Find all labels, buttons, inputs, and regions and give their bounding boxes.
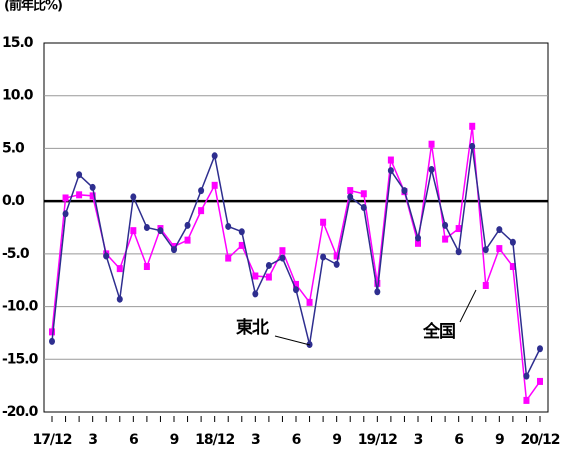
point xyxy=(374,288,381,296)
point xyxy=(428,140,435,148)
point xyxy=(496,245,503,253)
point xyxy=(157,227,164,235)
point xyxy=(387,156,394,164)
point xyxy=(238,228,245,236)
point xyxy=(523,372,530,380)
x-tick-label: 3 xyxy=(414,432,423,448)
point xyxy=(76,191,83,199)
point xyxy=(62,210,69,218)
point xyxy=(469,122,476,130)
point xyxy=(442,235,449,243)
point xyxy=(130,227,137,235)
point xyxy=(211,181,218,189)
x-tick-label: 19/12 xyxy=(358,432,397,448)
y-tick-label: 15.0 xyxy=(2,35,34,51)
point xyxy=(89,183,96,191)
point xyxy=(103,252,110,260)
point xyxy=(320,253,327,261)
point xyxy=(523,396,530,404)
y-tick-label: 10.0 xyxy=(2,88,34,104)
point xyxy=(482,281,489,289)
point xyxy=(252,272,259,280)
series-annotation: 東北 xyxy=(236,317,269,338)
point xyxy=(89,192,96,200)
x-tick-label: 18/12 xyxy=(195,432,234,448)
point xyxy=(387,167,394,175)
x-tick-label: 9 xyxy=(332,432,341,448)
leader-line xyxy=(459,289,477,323)
point xyxy=(347,187,354,195)
point xyxy=(401,187,408,195)
x-tick-label: 3 xyxy=(251,432,260,448)
point xyxy=(360,190,367,198)
point xyxy=(130,193,137,201)
x-tick-label: 6 xyxy=(454,432,463,448)
point xyxy=(347,193,354,201)
plot-frame xyxy=(43,42,549,413)
y-tick-label: 0.0 xyxy=(2,193,25,209)
point xyxy=(225,254,232,262)
y-tick-label: -5.0 xyxy=(2,246,30,262)
point xyxy=(320,218,327,226)
point xyxy=(455,248,462,256)
point xyxy=(428,166,435,174)
point xyxy=(184,236,191,244)
x-tick-label: 9 xyxy=(495,432,504,448)
point xyxy=(62,194,69,202)
unit-label: (前年比%) xyxy=(4,0,62,14)
point xyxy=(333,252,340,260)
point xyxy=(306,298,313,306)
point xyxy=(482,246,489,254)
point xyxy=(333,260,340,268)
point xyxy=(252,290,259,298)
point xyxy=(238,241,245,249)
point xyxy=(509,238,516,246)
x-tick-label: 6 xyxy=(129,432,138,448)
point xyxy=(279,247,286,255)
y-tick-label: 5.0 xyxy=(2,140,25,156)
y-tick-label: -10.0 xyxy=(2,299,39,315)
point xyxy=(265,273,272,281)
x-tick-label: 6 xyxy=(292,432,301,448)
point xyxy=(116,265,123,273)
point xyxy=(279,254,286,262)
point xyxy=(198,187,205,195)
point xyxy=(496,226,503,234)
point xyxy=(415,234,421,242)
x-tick-label: 17/12 xyxy=(32,432,71,448)
point xyxy=(116,295,123,303)
point xyxy=(198,207,205,215)
point xyxy=(509,263,516,271)
point xyxy=(184,221,191,229)
point xyxy=(143,224,150,231)
point xyxy=(211,152,218,160)
point xyxy=(374,279,381,287)
x-tick-label: 20/12 xyxy=(520,432,559,448)
leader-line xyxy=(274,335,311,346)
y-tick-label: -15.0 xyxy=(2,351,39,367)
point xyxy=(455,225,462,233)
point xyxy=(49,328,55,336)
point xyxy=(293,286,299,294)
point xyxy=(265,261,272,269)
point xyxy=(76,171,83,179)
x-tick-label: 3 xyxy=(88,432,97,448)
point xyxy=(360,203,367,211)
point xyxy=(293,280,299,288)
x-tick-label: 9 xyxy=(170,432,179,448)
point xyxy=(469,142,476,150)
point xyxy=(143,263,150,271)
series-annotation: 全国 xyxy=(422,321,455,342)
point xyxy=(415,239,421,247)
y-tick-label: -20.0 xyxy=(2,404,39,420)
point xyxy=(225,222,232,230)
point xyxy=(171,246,177,254)
point xyxy=(537,345,543,353)
point xyxy=(49,337,55,345)
point xyxy=(442,221,449,229)
point xyxy=(537,377,543,385)
